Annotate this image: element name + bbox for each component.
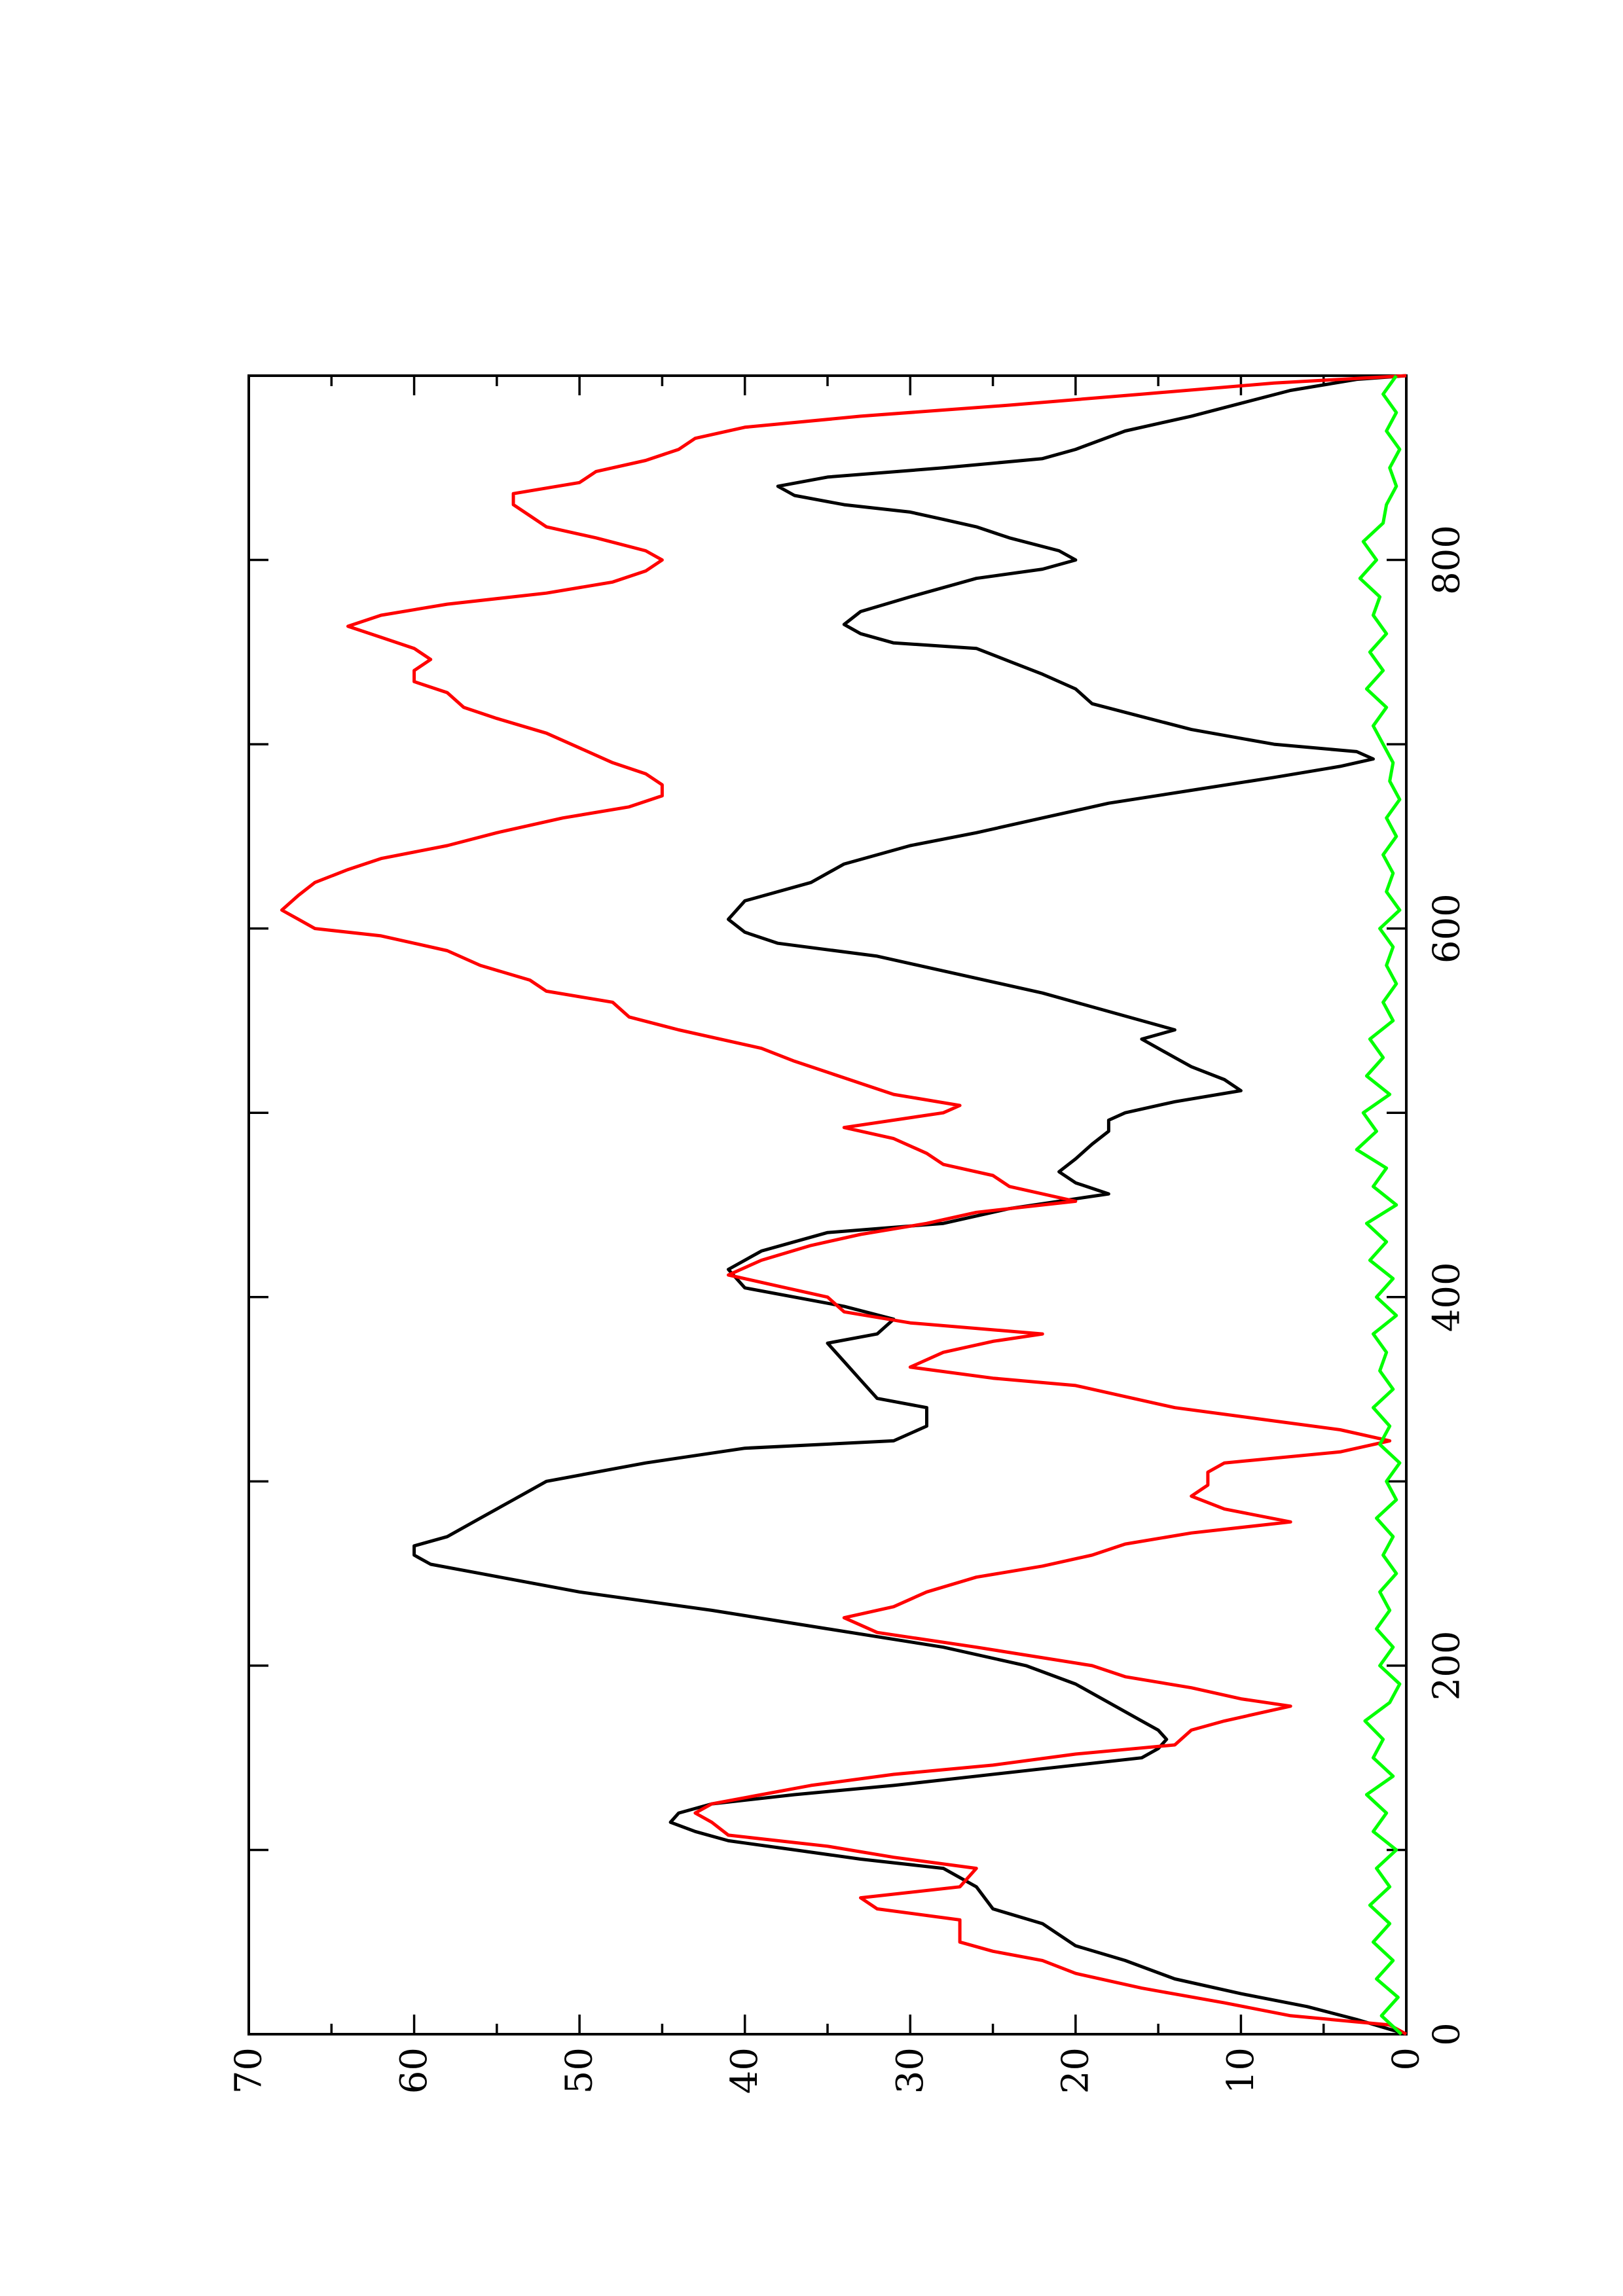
x-tick-label: 400	[1426, 1262, 1468, 1332]
x-tick-label: 0	[1426, 2022, 1468, 2046]
series-line-3	[1355, 374, 1403, 2036]
axis-tick-labels: 0 200 400 600 800 0 10 20 30 40 50 60 70	[228, 525, 1468, 2094]
data-series	[280, 374, 1408, 2036]
y-tick-label: 50	[558, 2047, 601, 2094]
axis-ticks	[247, 374, 1408, 2036]
x-tick-label: 200	[1426, 1630, 1468, 1700]
y-tick-label: 40	[723, 2047, 766, 2094]
y-tick-label: 0	[1385, 2047, 1428, 2071]
series-line-1	[412, 374, 1407, 2036]
y-tick-label: 60	[393, 2047, 435, 2094]
plot-frame	[247, 374, 1408, 2036]
y-tick-label: 10	[1220, 2047, 1262, 2094]
y-tick-label: 70	[228, 2047, 270, 2094]
x-tick-label: 600	[1426, 893, 1468, 963]
y-tick-label: 20	[1054, 2047, 1097, 2094]
series-line-2	[280, 374, 1408, 2036]
x-tick-label: 800	[1426, 525, 1468, 595]
y-tick-label: 30	[889, 2047, 932, 2094]
